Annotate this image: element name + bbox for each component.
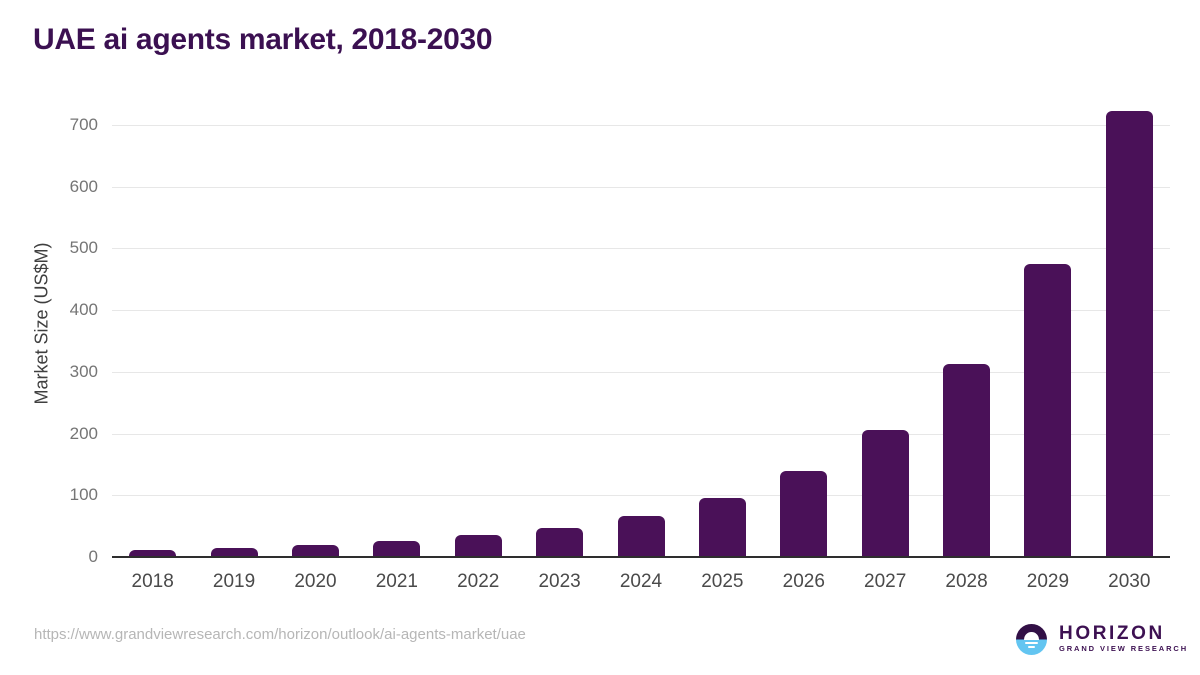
bar-2018 <box>129 549 177 557</box>
bar-2021 <box>373 540 421 557</box>
ytick-label-600: 600 <box>69 176 98 196</box>
source-url: https://www.grandviewresearch.com/horizo… <box>34 626 526 643</box>
reflection-stripe-icon <box>1028 645 1035 648</box>
xtick-label-2028: 2028 <box>945 571 988 592</box>
gridline-100 <box>112 495 1170 497</box>
ytick-label-0: 0 <box>88 547 98 566</box>
xtick-label-2024: 2024 <box>619 571 663 592</box>
bar-2024 <box>617 515 665 557</box>
bar-2026 <box>780 470 828 557</box>
bar-2027 <box>861 430 909 557</box>
xtick-label-2029: 2029 <box>1026 571 1070 592</box>
ytick-label-400: 400 <box>69 300 98 319</box>
ytick-label-500: 500 <box>69 238 98 258</box>
chart-title: UAE ai agents market, 2018-2030 <box>33 23 493 56</box>
ytick-label-300: 300 <box>69 361 98 381</box>
gridline-300 <box>112 371 1170 373</box>
xtick-label-2020: 2020 <box>294 571 337 592</box>
ytick-label-100: 100 <box>69 485 98 505</box>
bar-2028 <box>943 363 991 557</box>
bar-2030 <box>1105 111 1153 557</box>
gridline-600 <box>112 186 1170 188</box>
bar-2029 <box>1024 264 1072 557</box>
gridline-200 <box>112 433 1170 435</box>
gridline-400 <box>112 310 1170 311</box>
xtick-label-2030: 2030 <box>1108 571 1151 592</box>
ytick-label-700: 700 <box>69 114 98 134</box>
xtick-label-2023: 2023 <box>538 571 581 592</box>
grand-view-research-label: GRAND VIEW RESEARCH <box>1059 644 1189 653</box>
gridline-700 <box>112 124 1170 126</box>
horizon-logo-icon <box>1016 623 1047 655</box>
y-axis-title: Market Size (US$M) <box>31 242 52 405</box>
xtick-label-2022: 2022 <box>457 571 500 592</box>
reflection-stripe-icon <box>1025 641 1038 644</box>
xtick-label-2026: 2026 <box>782 571 825 592</box>
xtick-label-2018: 2018 <box>131 571 174 592</box>
bar-2023 <box>536 527 584 557</box>
bar-2025 <box>698 497 746 557</box>
bar-2022 <box>454 535 502 557</box>
x-axis-line <box>112 556 1170 558</box>
ytick-label-200: 200 <box>69 423 98 443</box>
xtick-label-2019: 2019 <box>212 571 256 592</box>
horizon-wordmark: HORIZON <box>1059 623 1165 644</box>
xtick-label-2027: 2027 <box>864 571 907 592</box>
horizon-logo: HORIZON GRAND VIEW RESEARCH <box>1016 619 1188 659</box>
bar-2020 <box>291 545 339 557</box>
horizon-logo-text: HORIZON GRAND VIEW RESEARCH <box>1059 624 1188 654</box>
bar-2019 <box>210 547 258 557</box>
xtick-label-2025: 2025 <box>701 571 744 592</box>
gridline-500 <box>112 248 1170 250</box>
sun-icon <box>1024 631 1039 640</box>
xtick-label-2021: 2021 <box>375 571 418 592</box>
